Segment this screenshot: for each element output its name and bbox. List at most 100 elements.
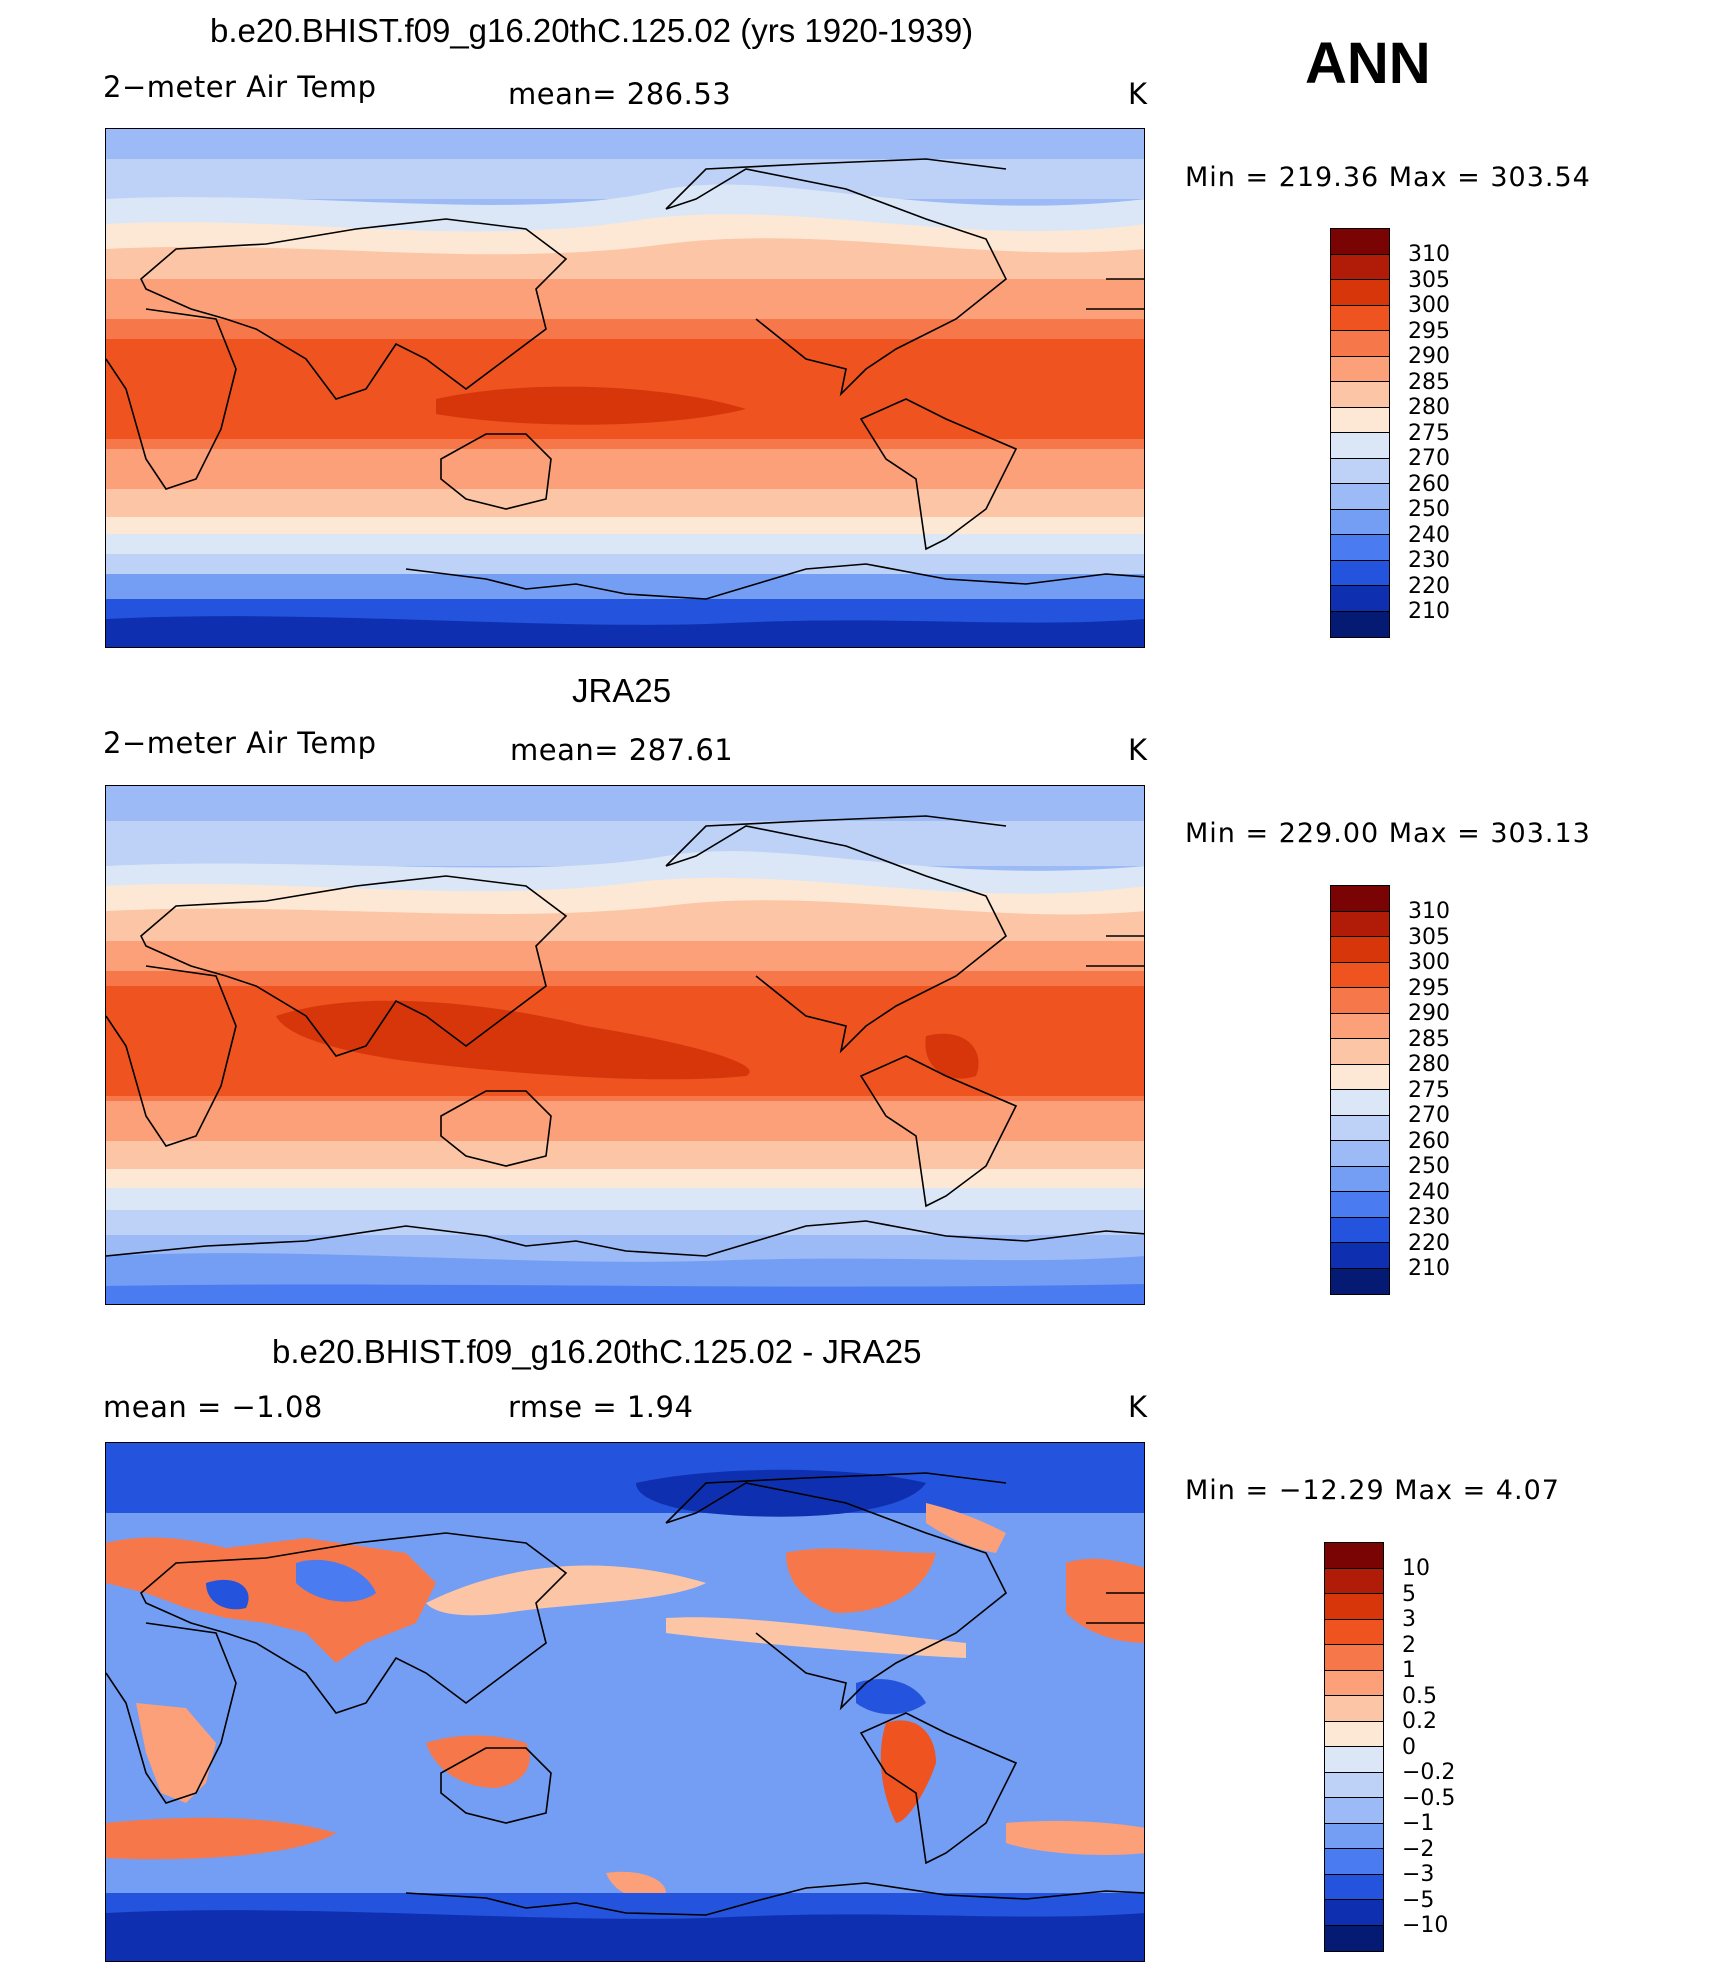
panel-2-colorbar-label: 220 [1408,1230,1450,1256]
panel-3-colorbar-label: −0.2 [1402,1760,1456,1785]
panel-2-colorbar-label: 300 [1408,950,1450,975]
panel-2-colorbar-swatch [1331,1090,1389,1116]
panel-2-colorbar-label: 260 [1408,1128,1450,1154]
panel-2-colorbar-label: 285 [1408,1026,1450,1052]
panel-3-colorbar [1324,1542,1384,1952]
panel-1-colorbar-label: 275 [1408,420,1450,446]
panel-2-colorbar-label: 290 [1408,1001,1450,1026]
panel-1-colorbar-swatch [1331,407,1389,433]
panel-1-colorbar-swatch [1331,484,1389,510]
panel-1-colorbar-label: 310 [1408,242,1450,267]
panel-3-colorbar-label: 0 [1402,1734,1416,1760]
panel-2-colorbar-swatch [1331,911,1389,937]
panel-1-colorbar-swatch [1331,280,1389,306]
panel-2-colorbar-label: 295 [1408,975,1450,1001]
panel-3-minmax: Min = −12.29 Max = 4.07 [1185,1475,1560,1506]
panel-3-colorbar-swatch [1325,1568,1383,1594]
panel-3-colorbar-label: 0.2 [1402,1709,1437,1734]
panel-3-mean-label: mean = −1.08 [103,1390,323,1424]
panel-2-colorbar-label: 310 [1408,899,1450,924]
panel-1-colorbar [1330,228,1390,638]
panel-3-colorbar-swatch [1325,1594,1383,1620]
panel-3-colorbar-swatch [1325,1798,1383,1824]
panel-2-colorbar [1330,885,1390,1295]
panel-2-colorbar-swatch [1331,962,1389,988]
panel-2-colorbar-swatch [1331,1013,1389,1039]
panel-3-colorbar-swatch [1325,1772,1383,1798]
panel-2-colorbar-swatch [1331,1141,1389,1167]
panel-1-colorbar-label: 220 [1408,573,1450,599]
panel-3-units: K [1128,1390,1148,1424]
panel-3-colorbar-label: −10 [1402,1913,1449,1938]
panel-1-colorbar-label: 285 [1408,369,1450,395]
panel-2-mean-label: mean= 287.61 [510,733,734,767]
panel-3-colorbar-label: −0.5 [1402,1785,1456,1811]
panel-3-colorbar-swatch [1325,1747,1383,1773]
panel-1-colorbar-swatch [1331,433,1389,459]
panel-2-colorbar-label: 270 [1408,1103,1450,1128]
panel-2-colorbar-swatch [1331,1192,1389,1218]
panel-2-temperature-field [106,786,1144,1304]
panel-1-map [105,128,1145,648]
panel-2-colorbar-label: 240 [1408,1179,1450,1205]
panel-1-variable-label: 2−meter Air Temp [103,70,377,104]
panel-3-colorbar-swatch [1325,1670,1383,1696]
panel-2-colorbar-swatch [1331,1064,1389,1090]
panel-3-colorbar-swatch [1325,1849,1383,1875]
panel-1-colorbar-swatch [1331,331,1389,357]
panel-2-colorbar-label: 305 [1408,924,1450,950]
panel-1-colorbar-swatch [1331,586,1389,612]
panel-1-colorbar-label: 260 [1408,471,1450,497]
panel-3-colorbar-label: 10 [1402,1556,1430,1581]
panel-2-colorbar-label: 210 [1408,1256,1450,1281]
panel-1-colorbar-swatch [1331,356,1389,382]
panel-2-colorbar-swatch [1331,937,1389,963]
panel-3-colorbar-swatch [1325,1619,1383,1645]
panel-1-colorbar-label: 270 [1408,446,1450,471]
panel-2-title: JRA25 [572,672,672,709]
panel-2-minmax: Min = 229.00 Max = 303.13 [1185,818,1591,849]
panel-3-colorbar-swatch [1325,1696,1383,1722]
panel-1-colorbar-label: 250 [1408,497,1450,522]
panel-1-colorbar-swatch [1331,458,1389,484]
panel-1-colorbar-label: 305 [1408,267,1450,293]
panel-2-colorbar-swatch [1331,1243,1389,1269]
panel-3-colorbar-label: −2 [1402,1836,1435,1862]
panel-2-colorbar-label: 230 [1408,1205,1450,1230]
panel-2-colorbar-swatch [1331,1217,1389,1243]
panel-2-colorbar-swatch [1331,886,1389,912]
panel-2-colorbar-label: 280 [1408,1052,1450,1077]
panel-3-difference-field [106,1443,1144,1961]
panel-1-colorbar-label: 230 [1408,548,1450,573]
panel-1-colorbar-label: 295 [1408,318,1450,344]
panel-1-title: b.e20.BHIST.f09_g16.20thC.125.02 (yrs 19… [210,12,974,49]
panel-3-rmse-label: rmse = 1.94 [508,1390,694,1424]
panel-1-colorbar-swatch [1331,229,1389,255]
panel-2-colorbar-swatch [1331,1268,1389,1294]
panel-1-colorbar-label: 210 [1408,599,1450,624]
panel-3-colorbar-label: 5 [1402,1581,1416,1607]
panel-3-colorbar-label: 0.5 [1402,1683,1437,1709]
panel-3-title: b.e20.BHIST.f09_g16.20thC.125.02 - JRA25 [272,1333,922,1370]
panel-1-colorbar-swatch [1331,535,1389,561]
panel-3-colorbar-label: 2 [1402,1632,1416,1658]
panel-1-colorbar-swatch [1331,560,1389,586]
panel-1-colorbar-swatch [1331,611,1389,637]
panel-2-colorbar-swatch [1331,1115,1389,1141]
panel-1-minmax: Min = 219.36 Max = 303.54 [1185,162,1591,193]
panel-2-colorbar-swatch [1331,1166,1389,1192]
panel-1-mean-label: mean= 286.53 [508,77,732,111]
panel-1-colorbar-swatch [1331,254,1389,280]
panel-2-colorbar-label: 275 [1408,1077,1450,1103]
panel-1-units: K [1128,77,1148,111]
panel-2-colorbar-label: 250 [1408,1154,1450,1179]
season-label: ANN [1305,31,1431,96]
panel-3-colorbar-swatch [1325,1900,1383,1926]
panel-2-variable-label: 2−meter Air Temp [103,726,377,760]
panel-2-colorbar-swatch [1331,1039,1389,1065]
panel-1-colorbar-label: 290 [1408,344,1450,369]
panel-1-colorbar-label: 300 [1408,293,1450,318]
panel-1-colorbar-swatch [1331,509,1389,535]
panel-3-colorbar-swatch [1325,1543,1383,1569]
panel-3-colorbar-swatch [1325,1645,1383,1671]
